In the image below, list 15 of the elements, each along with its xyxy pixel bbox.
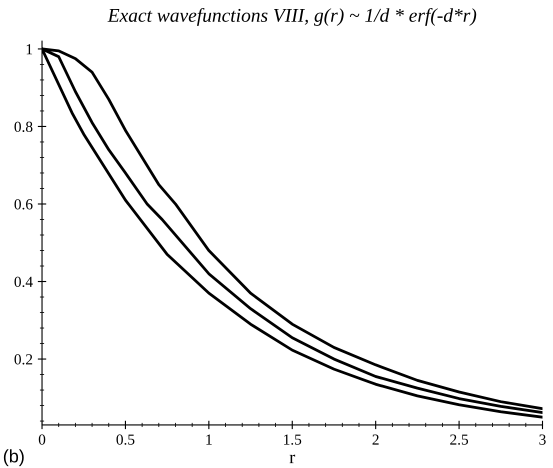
x-axis-title: r: [290, 454, 296, 464]
x-tick-label: 1: [206, 434, 212, 445]
x-tick-label: 2: [372, 434, 379, 445]
y-tick-label: 0.2: [14, 354, 32, 365]
y-tick-label: 0.6: [14, 199, 33, 210]
y-tick-label: 0.8: [14, 122, 32, 132]
chart-title: Exact wavefunctions VIII, g(r) ~ 1/d * erf(-d*r): [108, 8, 476, 26]
y-tick-label: 0.4: [14, 276, 33, 288]
text: (b): [4, 449, 24, 466]
x-tick-label: 0.5: [116, 434, 134, 445]
y-tick-label: 1: [26, 44, 32, 54]
x-tick-label: 3: [539, 434, 546, 445]
x-tick-label: 2.5: [450, 434, 468, 445]
x-tick-label: 1.5: [284, 434, 302, 445]
x-tick-label: 0: [38, 434, 46, 445]
